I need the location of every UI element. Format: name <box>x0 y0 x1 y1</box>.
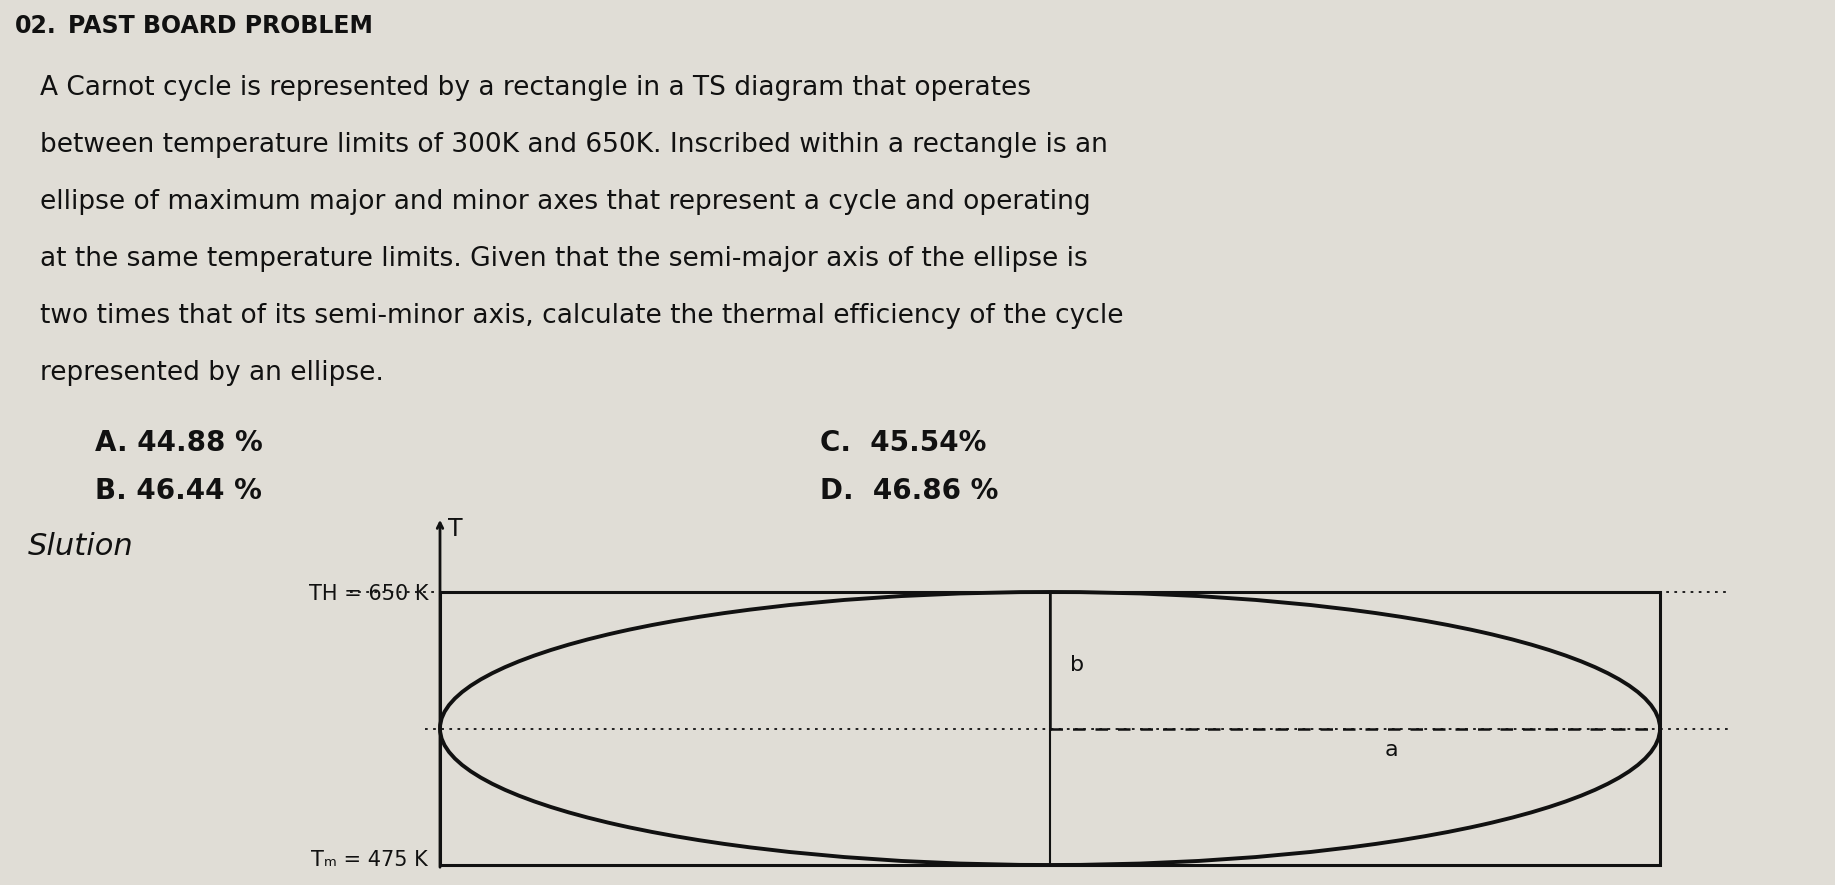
Text: b: b <box>1070 655 1084 675</box>
Text: 02.: 02. <box>15 14 57 38</box>
Text: represented by an ellipse.: represented by an ellipse. <box>40 360 384 386</box>
Text: at the same temperature limits. Given that the semi-major axis of the ellipse is: at the same temperature limits. Given th… <box>40 246 1088 272</box>
Text: Slution: Slution <box>28 532 134 561</box>
Text: A Carnot cycle is represented by a rectangle in a TS diagram that operates: A Carnot cycle is represented by a recta… <box>40 75 1031 101</box>
Text: B. 46.44 %: B. 46.44 % <box>95 477 262 505</box>
Text: ellipse of maximum major and minor axes that represent a cycle and operating: ellipse of maximum major and minor axes … <box>40 189 1090 215</box>
Text: TH = 650 K: TH = 650 K <box>308 584 428 604</box>
Text: two times that of its semi-minor axis, calculate the thermal efficiency of the c: two times that of its semi-minor axis, c… <box>40 303 1123 329</box>
Text: between temperature limits of 300K and 650K. Inscribed within a rectangle is an: between temperature limits of 300K and 6… <box>40 132 1108 158</box>
Text: T: T <box>448 517 462 541</box>
Text: A. 44.88 %: A. 44.88 % <box>95 429 262 457</box>
Text: D.  46.86 %: D. 46.86 % <box>820 477 998 505</box>
Text: a: a <box>1385 741 1398 760</box>
Text: C.  45.54%: C. 45.54% <box>820 429 987 457</box>
Text: PAST BOARD PROBLEM: PAST BOARD PROBLEM <box>68 14 373 38</box>
Bar <box>440 592 1661 865</box>
Text: Tₘ = 475 K: Tₘ = 475 K <box>312 850 428 870</box>
